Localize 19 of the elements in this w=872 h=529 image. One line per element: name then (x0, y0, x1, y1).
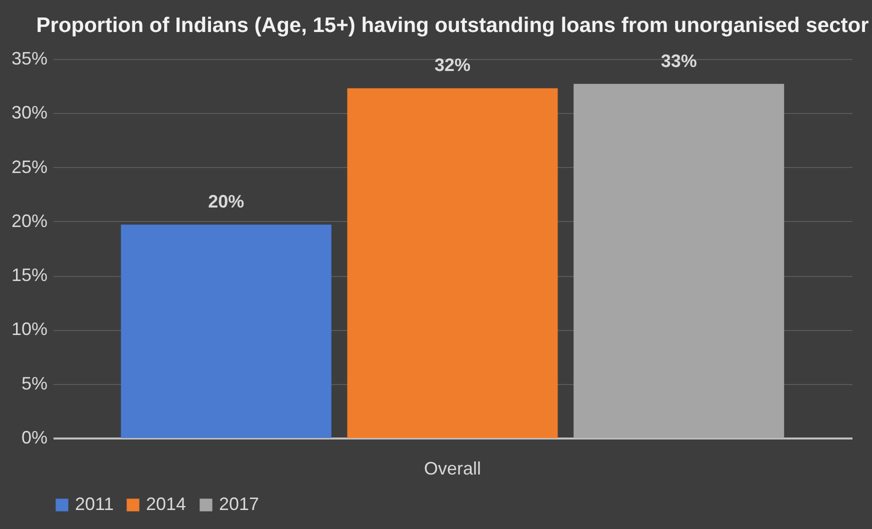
y-tick-label: 35% (11, 48, 48, 68)
y-tick-label: 10% (11, 319, 48, 340)
legend-label: 2011 (75, 494, 114, 514)
legend-label: 2014 (146, 494, 186, 514)
y-tick-label: 15% (11, 265, 48, 286)
y-tick-label: 30% (11, 102, 48, 123)
bar (574, 84, 784, 438)
y-tick-label: 20% (11, 210, 48, 231)
y-tick-label: 25% (11, 156, 48, 177)
chart-title: Proportion of Indians (Age, 15+) having outstanding loans from unorganised sector (36, 14, 869, 37)
bar (347, 88, 558, 438)
x-tick-label: Overall (424, 458, 482, 478)
y-tick-label: 5% (21, 373, 48, 394)
data-label: 20% (208, 192, 244, 212)
bar (120, 224, 332, 438)
data-label: 33% (660, 50, 697, 71)
legend-label: 2017 (219, 494, 260, 514)
data-label: 32% (434, 55, 471, 76)
y-tick-label: 0% (21, 428, 48, 448)
